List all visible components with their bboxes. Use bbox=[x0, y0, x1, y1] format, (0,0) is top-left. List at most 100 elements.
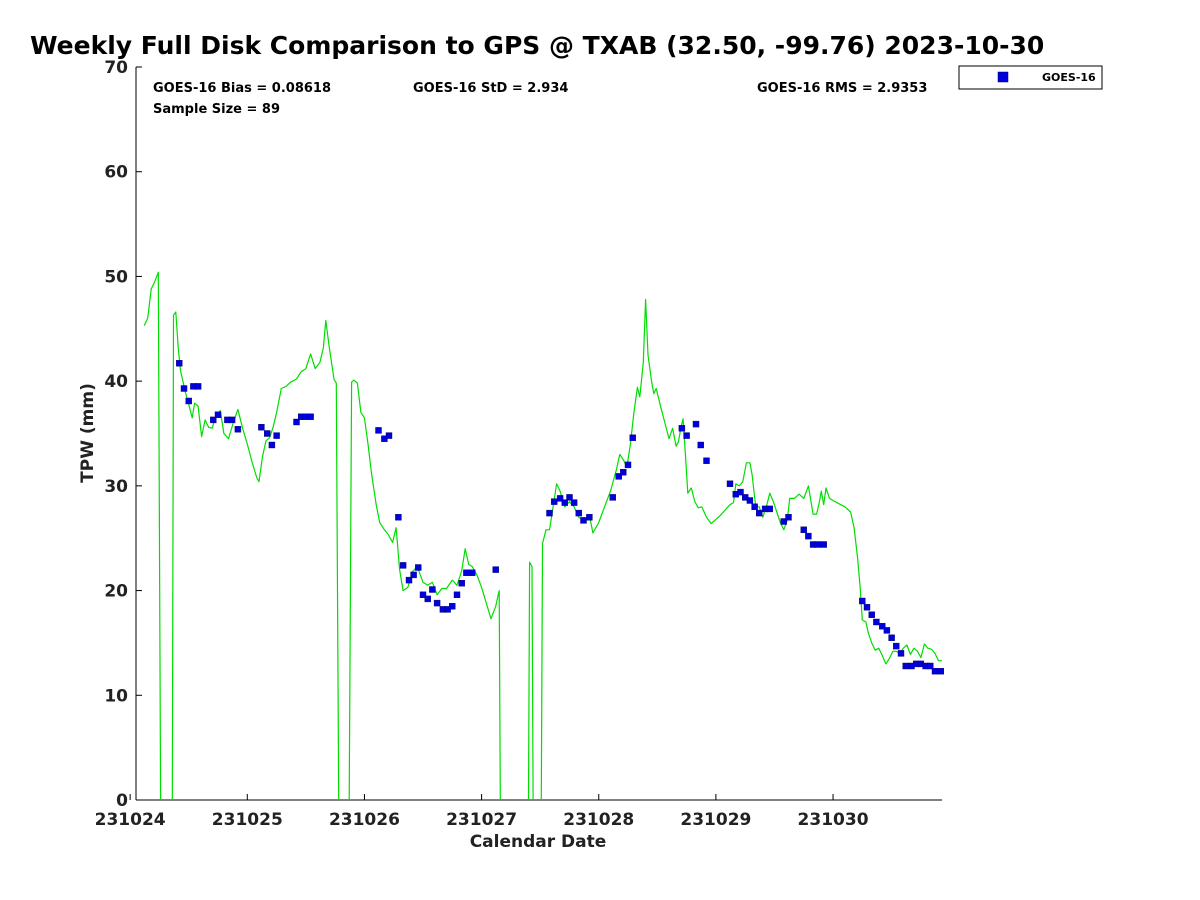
goes-data-point bbox=[756, 509, 763, 517]
y-tick-label: 70 bbox=[104, 58, 128, 78]
goes-data-point bbox=[185, 397, 192, 405]
goes-data-point bbox=[424, 595, 431, 603]
goes-data-point bbox=[820, 541, 827, 548]
y-tick-label: 10 bbox=[104, 686, 128, 706]
goes-data-point bbox=[449, 603, 456, 610]
goes-data-point bbox=[726, 480, 734, 487]
goes-data-point bbox=[469, 569, 476, 576]
y-tick-label: 20 bbox=[104, 582, 128, 602]
goes-data-point bbox=[570, 499, 578, 506]
goes-data-point bbox=[395, 514, 402, 521]
gps-series bbox=[143, 271, 942, 801]
goes-data-point bbox=[419, 591, 427, 598]
rms-annotation: GOES-16 RMS = 2.9353 bbox=[757, 81, 927, 96]
x-tick-label: 231024 bbox=[95, 810, 166, 830]
sample-size-annotation: Sample Size = 89 bbox=[153, 102, 280, 117]
goes-data-point bbox=[415, 564, 422, 571]
x-tick-label: 231025 bbox=[212, 810, 283, 830]
x-tick-label: 231030 bbox=[798, 810, 869, 830]
goes-data-point bbox=[561, 499, 568, 506]
x-axis-label: Calendar Date bbox=[470, 832, 607, 852]
goes-data-point bbox=[492, 566, 499, 573]
goes-data-point bbox=[375, 427, 382, 434]
goes-data-point bbox=[433, 599, 441, 607]
goes-data-point bbox=[883, 627, 891, 634]
goes-data-point bbox=[893, 642, 900, 650]
goes-data-point bbox=[766, 505, 773, 513]
goes-data-point bbox=[800, 526, 807, 533]
goes-data-point bbox=[453, 591, 461, 598]
goes-data-point bbox=[937, 668, 944, 675]
goes-data-point bbox=[228, 416, 236, 424]
goes-data-point bbox=[210, 416, 217, 424]
gps-line-segment bbox=[171, 311, 340, 801]
goes-data-point bbox=[586, 514, 593, 521]
plot-area bbox=[135, 67, 942, 801]
goes-data-point bbox=[678, 425, 686, 432]
goes-data-point bbox=[751, 503, 758, 510]
goes-data-point bbox=[293, 418, 300, 426]
goes-data-point bbox=[814, 541, 821, 548]
x-tick-label: 231027 bbox=[446, 810, 517, 830]
y-axis-label: TPW (mm) bbox=[78, 383, 98, 483]
goes-data-point bbox=[863, 604, 871, 611]
goes-data-point bbox=[385, 432, 393, 439]
goes-data-point bbox=[214, 411, 222, 418]
goes-data-point bbox=[785, 514, 792, 521]
goes-data-point bbox=[805, 532, 812, 540]
goes-data-point bbox=[859, 597, 866, 605]
goes-series bbox=[176, 360, 944, 675]
goes-data-point bbox=[575, 509, 582, 517]
goes-data-point bbox=[629, 434, 636, 441]
gps-line-segment bbox=[348, 379, 501, 801]
gps-line-segment bbox=[527, 561, 534, 801]
y-tick-label: 50 bbox=[104, 267, 128, 287]
std-annotation: GOES-16 StD = 2.934 bbox=[413, 81, 568, 96]
x-tick-label: 231028 bbox=[563, 810, 634, 830]
legend-box bbox=[958, 65, 1103, 90]
goes-data-point bbox=[620, 469, 627, 476]
legend-label-goes: GOES-16 bbox=[1042, 71, 1096, 84]
goes-data-point bbox=[697, 441, 704, 449]
goes-data-point bbox=[683, 432, 690, 439]
goes-data-point bbox=[399, 562, 407, 569]
goes-data-point bbox=[463, 569, 470, 576]
goes-data-point bbox=[868, 611, 875, 618]
goes-data-point bbox=[897, 650, 905, 657]
goes-data-point bbox=[194, 383, 202, 390]
goes-data-point bbox=[780, 518, 787, 525]
goes-data-point bbox=[879, 623, 886, 630]
goes-data-point bbox=[176, 360, 183, 367]
legend: GOES-16 bbox=[958, 65, 1103, 90]
legend-marker-goes bbox=[997, 71, 1009, 83]
goes-data-point bbox=[609, 494, 616, 501]
goes-data-point bbox=[902, 662, 909, 670]
chart-title: Weekly Full Disk Comparison to GPS @ TXA… bbox=[30, 31, 1044, 60]
goes-data-point bbox=[692, 420, 700, 428]
goes-data-point bbox=[746, 497, 754, 504]
goes-data-point bbox=[458, 580, 465, 587]
goes-data-point bbox=[580, 517, 587, 524]
goes-data-point bbox=[410, 571, 417, 579]
y-tick-label: 0 bbox=[116, 791, 128, 811]
goes-data-point bbox=[429, 586, 436, 593]
goes-data-point bbox=[556, 495, 564, 502]
goes-data-point bbox=[268, 441, 276, 449]
goes-data-point bbox=[546, 509, 553, 517]
x-ticks: 231024 231025 231026 231027 231028 231029 2310… bbox=[95, 794, 869, 830]
goes-data-point bbox=[234, 426, 242, 433]
goes-data-point bbox=[566, 494, 573, 501]
goes-data-point bbox=[258, 424, 265, 431]
goes-data-point bbox=[180, 385, 188, 392]
x-tick-label: 231026 bbox=[329, 810, 400, 830]
goes-data-point bbox=[888, 634, 895, 641]
goes-data-point bbox=[273, 432, 280, 439]
goes-data-point bbox=[927, 662, 934, 670]
goes-data-point bbox=[931, 668, 939, 675]
goes-data-point bbox=[703, 457, 710, 464]
goes-data-point bbox=[264, 430, 271, 437]
goes-data-point bbox=[405, 576, 413, 584]
y-tick-label: 40 bbox=[104, 372, 128, 392]
y-ticks: 0 10 20 30 40 50 60 70 bbox=[104, 58, 142, 811]
